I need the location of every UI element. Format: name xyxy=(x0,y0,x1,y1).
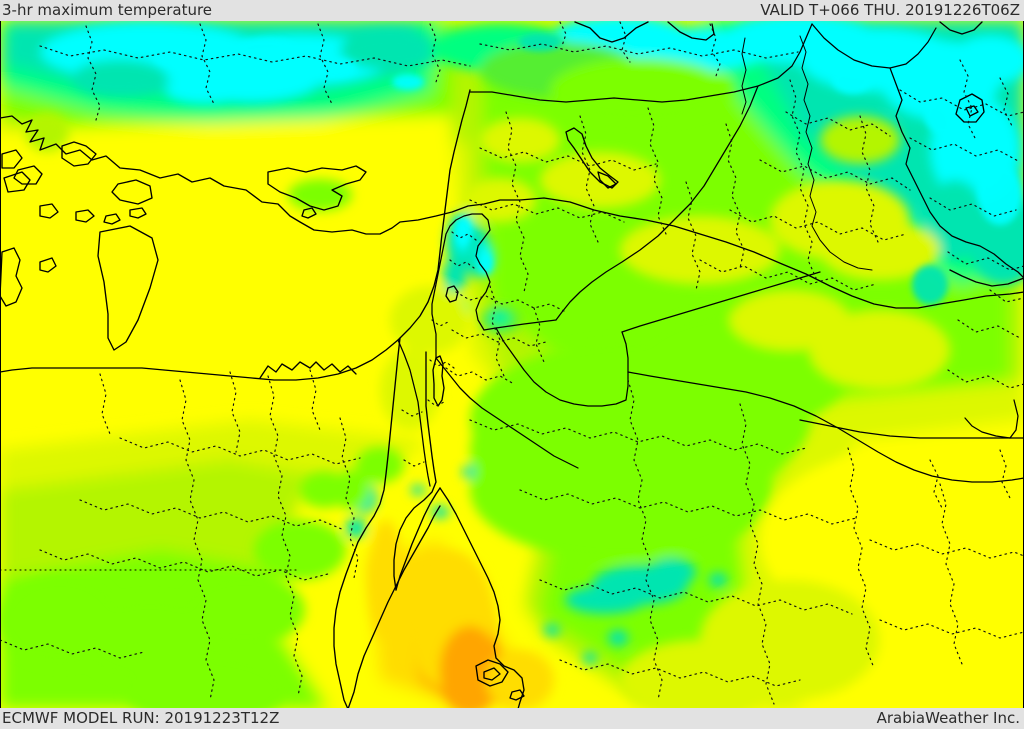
page-title: 3-hr maximum temperature xyxy=(2,1,213,19)
map-viewport[interactable] xyxy=(0,20,1024,709)
admin-borders-dotted xyxy=(0,21,1024,705)
attribution-label: ArabiaWeather Inc. xyxy=(876,709,1020,727)
valid-time-label: VALID T+066 THU. 20191226T06Z xyxy=(760,1,1020,19)
country-borders xyxy=(0,23,1024,571)
temperature-heatmap xyxy=(0,20,1024,709)
header-bar: 3-hr maximum temperature VALID T+066 THU… xyxy=(0,0,1024,21)
model-run-label: ECMWF MODEL RUN: 20191223T12Z xyxy=(2,709,280,727)
footer-bar: ECMWF MODEL RUN: 20191223T12Z ArabiaWeat… xyxy=(0,708,1024,729)
coastlines xyxy=(0,21,1024,709)
